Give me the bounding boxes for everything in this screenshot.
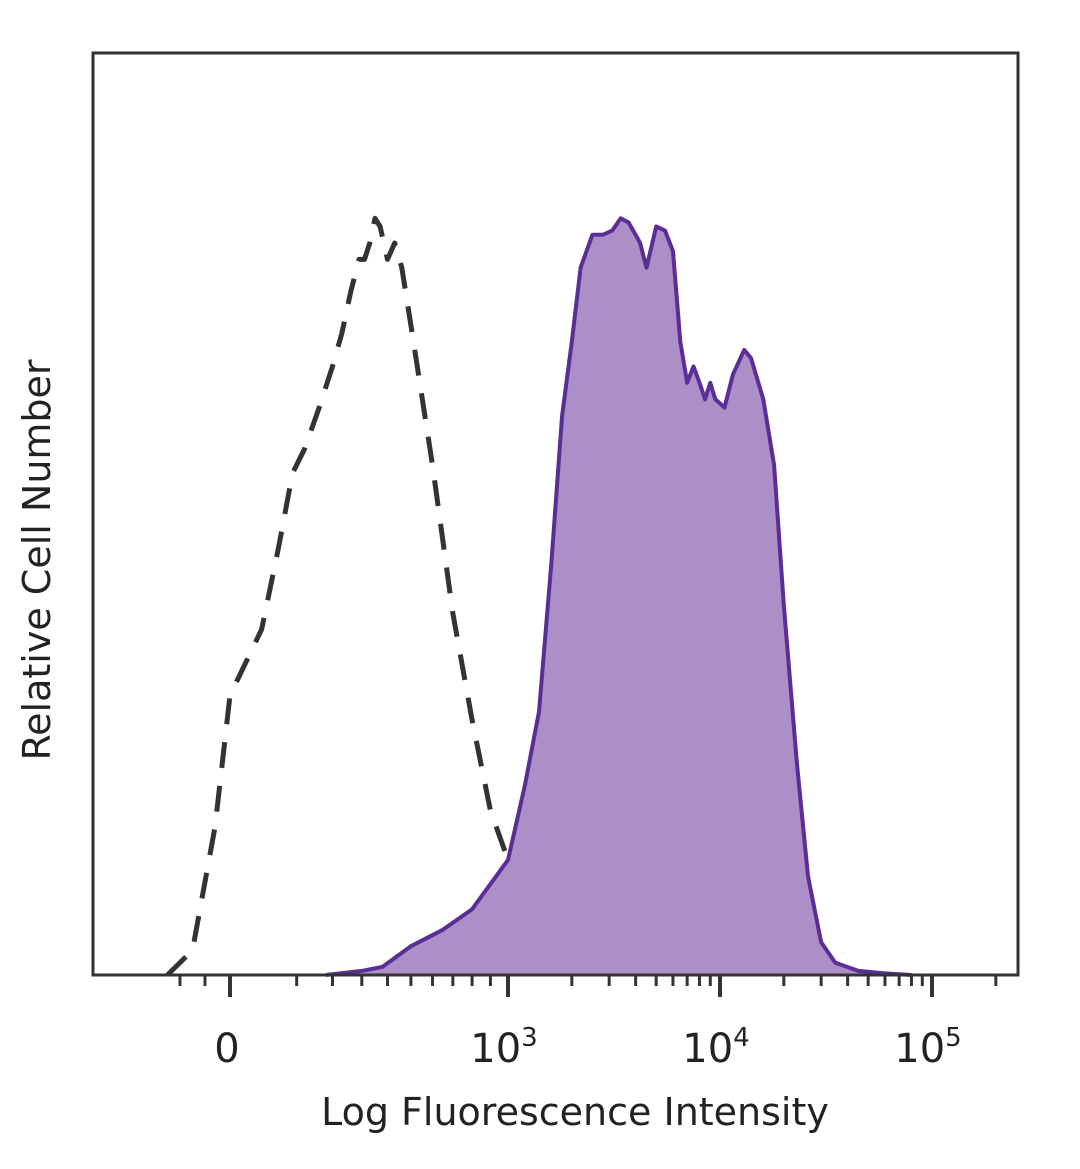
x-tick-label: 0 bbox=[214, 1026, 239, 1072]
plot-area bbox=[165, 215, 912, 977]
x-axis-title: Log Fluorescence Intensity bbox=[321, 1090, 829, 1134]
x-axis-tick-labels: 0 103 104 105 bbox=[214, 1023, 961, 1072]
series-1-area bbox=[326, 218, 912, 976]
y-axis-title: Relative Cell Number bbox=[15, 359, 59, 760]
x-tick-label: 103 bbox=[470, 1023, 537, 1072]
plot-frame bbox=[91, 51, 1020, 977]
series-1-line bbox=[325, 216, 912, 977]
x-axis-ticks bbox=[178, 975, 998, 997]
x-tick-label: 104 bbox=[682, 1023, 749, 1072]
x-tick-label: 105 bbox=[894, 1023, 961, 1072]
series-0-line bbox=[165, 215, 574, 977]
